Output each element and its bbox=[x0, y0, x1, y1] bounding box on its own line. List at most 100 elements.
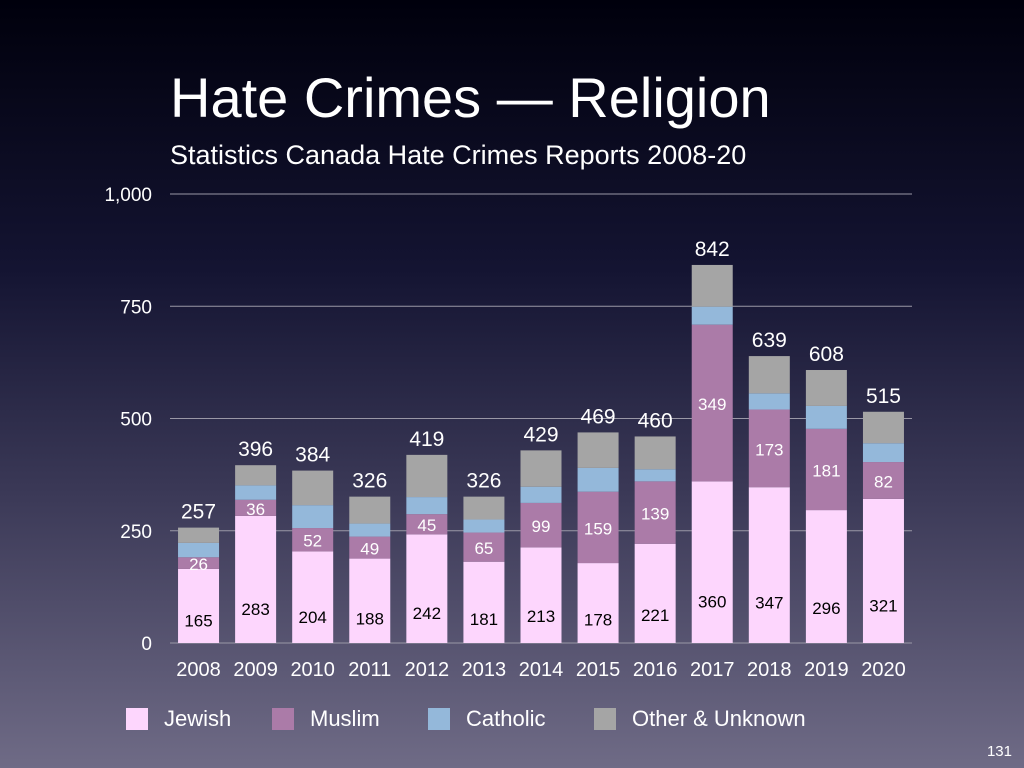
bar-segment-catholic bbox=[577, 467, 619, 492]
legend-item: Muslim bbox=[272, 706, 380, 732]
x-tick-label: 2014 bbox=[519, 659, 564, 681]
data-label: 82 bbox=[874, 472, 893, 491]
bar-segment-jewish bbox=[406, 534, 448, 643]
legend-swatch bbox=[126, 708, 148, 730]
legend-item: Jewish bbox=[126, 706, 231, 732]
x-tick-label: 2013 bbox=[462, 659, 507, 681]
x-tick-label: 2008 bbox=[176, 659, 221, 681]
bar-segment-catholic bbox=[463, 519, 505, 533]
bar-segment-jewish bbox=[862, 498, 904, 643]
bar-segment-jewish bbox=[805, 510, 847, 643]
bar-segment-other-unknown bbox=[349, 496, 391, 524]
y-tick-label: 1,000 bbox=[104, 185, 152, 206]
total-label: 257 bbox=[181, 501, 216, 524]
bar-segment-jewish bbox=[520, 547, 562, 643]
total-label: 429 bbox=[523, 423, 558, 446]
bar-segment-jewish bbox=[748, 487, 790, 643]
bar-segment-jewish bbox=[235, 515, 277, 643]
bar-segment-other-unknown bbox=[691, 264, 733, 307]
bar-segment-muslim bbox=[406, 514, 448, 535]
bar-segment-other-unknown bbox=[634, 436, 676, 470]
bar-segment-jewish bbox=[292, 551, 334, 643]
data-label: 360 bbox=[698, 592, 726, 611]
bar-segment-muslim bbox=[178, 557, 220, 569]
bar-segment-other-unknown bbox=[178, 527, 220, 543]
legend-label: Muslim bbox=[310, 706, 380, 731]
data-label: 36 bbox=[246, 500, 265, 519]
x-tick-label: 2010 bbox=[290, 659, 335, 681]
bar-segment-jewish bbox=[463, 561, 505, 643]
data-label: 204 bbox=[299, 608, 327, 627]
y-tick-label: 750 bbox=[120, 297, 152, 318]
bar-segment-other-unknown bbox=[862, 411, 904, 444]
bar-segment-muslim bbox=[520, 502, 562, 548]
y-tick-label: 0 bbox=[141, 634, 152, 655]
data-label: 283 bbox=[241, 600, 269, 619]
bar-segment-catholic bbox=[349, 523, 391, 537]
data-label: 242 bbox=[413, 604, 441, 623]
bar-segment-other-unknown bbox=[463, 496, 505, 520]
bar-segment-jewish bbox=[178, 568, 220, 643]
data-label: 349 bbox=[698, 395, 726, 414]
total-label: 460 bbox=[638, 409, 673, 432]
chart-title: Hate Crimes — Religion bbox=[170, 66, 771, 129]
bar-segment-catholic bbox=[691, 306, 733, 325]
x-tick-label: 2019 bbox=[804, 659, 849, 681]
bar-segment-catholic bbox=[748, 393, 790, 410]
legend-label: Other & Unknown bbox=[632, 706, 806, 731]
bar-segment-jewish bbox=[634, 543, 676, 643]
total-label: 384 bbox=[295, 444, 330, 467]
data-label: 181 bbox=[470, 610, 498, 629]
x-tick-label: 2012 bbox=[405, 659, 450, 681]
data-label: 26 bbox=[189, 555, 208, 574]
total-label: 326 bbox=[352, 470, 387, 493]
chart-subtitle: Statistics Canada Hate Crimes Reports 20… bbox=[170, 140, 747, 170]
bar-segment-muslim bbox=[349, 536, 391, 559]
bar-segment-other-unknown bbox=[577, 432, 619, 468]
bar-segment-other-unknown bbox=[406, 454, 448, 498]
data-label: 165 bbox=[184, 612, 212, 631]
bar-segment-jewish bbox=[691, 481, 733, 643]
data-label: 49 bbox=[360, 540, 379, 559]
data-label: 221 bbox=[641, 606, 669, 625]
x-tick-label: 2016 bbox=[633, 659, 678, 681]
total-label: 608 bbox=[809, 343, 844, 366]
x-tick-label: 2009 bbox=[233, 659, 278, 681]
bar-segment-muslim bbox=[463, 532, 505, 562]
bar-segment-jewish bbox=[349, 558, 391, 643]
bar-segment-other-unknown bbox=[805, 370, 847, 406]
total-label: 469 bbox=[581, 405, 616, 428]
bar-segment-muslim bbox=[235, 499, 277, 516]
total-label: 639 bbox=[752, 329, 787, 352]
data-label: 321 bbox=[869, 596, 897, 615]
legend-swatch bbox=[594, 708, 616, 730]
data-label: 296 bbox=[812, 599, 840, 618]
bar-segment-muslim bbox=[691, 324, 733, 482]
y-tick-label: 250 bbox=[120, 522, 152, 543]
data-label: 213 bbox=[527, 607, 555, 626]
data-label: 178 bbox=[584, 610, 612, 629]
y-tick-label: 500 bbox=[120, 410, 152, 431]
total-label: 396 bbox=[238, 438, 273, 461]
bar-segment-muslim bbox=[634, 481, 676, 544]
bar-segment-catholic bbox=[178, 542, 220, 558]
total-label: 419 bbox=[409, 428, 444, 451]
data-label: 188 bbox=[356, 609, 384, 628]
bar-segment-muslim bbox=[748, 409, 790, 488]
data-label: 159 bbox=[584, 519, 612, 538]
x-tick-label: 2011 bbox=[348, 659, 391, 681]
total-label: 515 bbox=[866, 385, 901, 408]
legend-swatch bbox=[428, 708, 450, 730]
page-number: 131 bbox=[986, 743, 1012, 760]
data-label: 99 bbox=[532, 517, 551, 536]
bar-segment-catholic bbox=[805, 405, 847, 429]
bar-segment-catholic bbox=[520, 486, 562, 503]
x-tick-label: 2015 bbox=[576, 659, 621, 681]
bar-segment-muslim bbox=[577, 491, 619, 564]
data-label: 347 bbox=[755, 594, 783, 613]
x-tick-label: 2017 bbox=[690, 659, 735, 681]
data-label: 65 bbox=[474, 539, 493, 558]
x-tick-label: 2020 bbox=[861, 659, 906, 681]
data-label: 52 bbox=[303, 532, 322, 551]
